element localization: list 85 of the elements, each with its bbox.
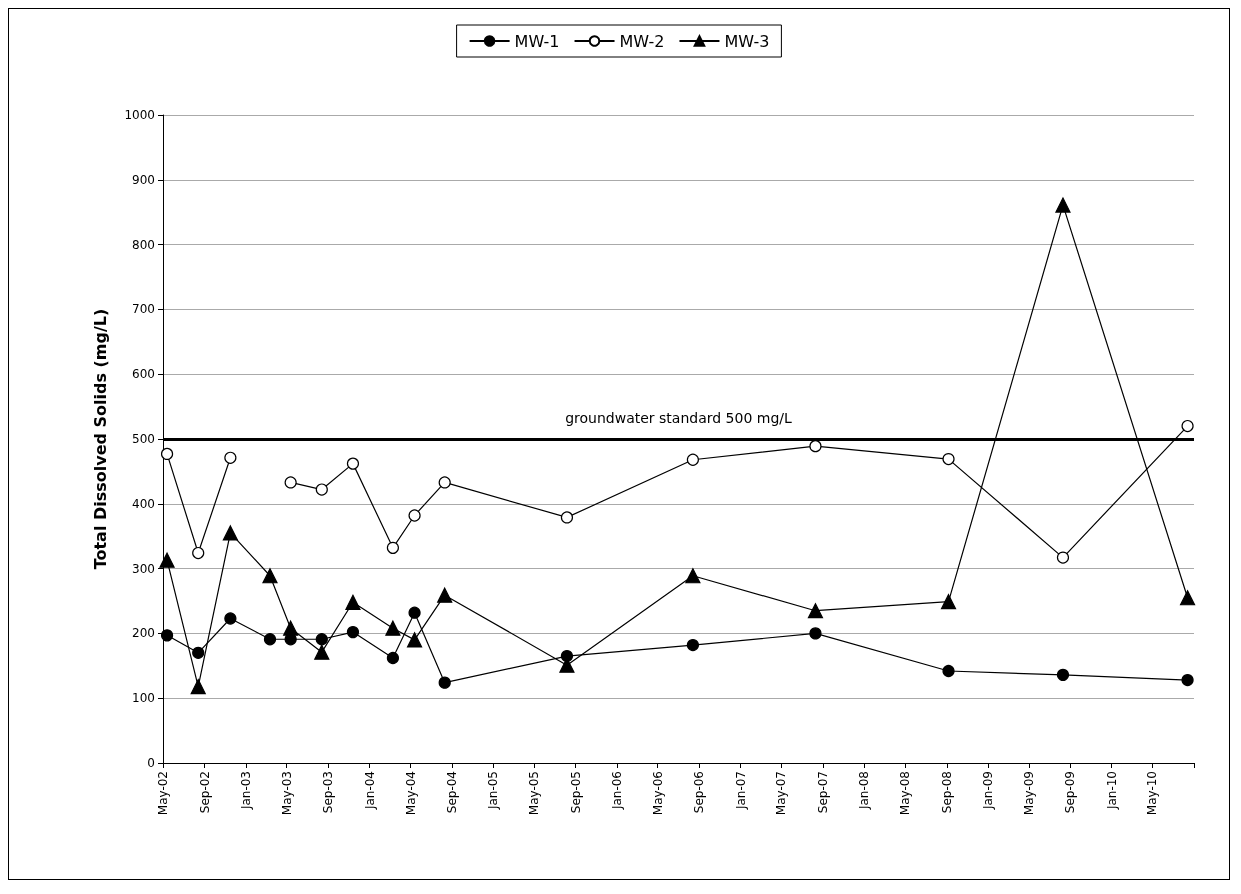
point — [408, 606, 421, 619]
x-tick-label: Sep-02 — [197, 771, 212, 814]
point — [686, 638, 699, 652]
ref-line-label: groundwater standard 500 mg/L — [565, 410, 793, 426]
point — [1056, 668, 1070, 681]
point — [224, 451, 237, 464]
x-tick-label: Jan-10 — [1104, 771, 1119, 811]
y-tick-label: 700 — [132, 302, 155, 317]
point — [1181, 419, 1194, 433]
point — [940, 594, 957, 610]
point — [190, 678, 206, 695]
point — [386, 651, 399, 665]
y-tick-label: 600 — [132, 367, 155, 382]
point — [408, 509, 421, 522]
point — [437, 587, 453, 603]
y-tick-label: 800 — [132, 237, 155, 252]
point — [160, 629, 174, 642]
legend-label: MW-2 — [619, 31, 665, 51]
point — [809, 627, 822, 640]
x-tick-label: May-06 — [650, 771, 665, 816]
point — [192, 646, 205, 659]
point — [406, 632, 423, 648]
point — [284, 476, 297, 489]
point — [809, 440, 822, 453]
x-tick-label: Jan-07 — [733, 771, 748, 811]
legend-label: MW-3 — [724, 31, 770, 51]
y-tick-label: 1000 — [124, 108, 155, 122]
point — [386, 541, 399, 554]
point — [346, 626, 360, 639]
x-tick-label: May-10 — [1145, 771, 1160, 816]
y-tick-label: 200 — [132, 626, 155, 641]
x-tick-label: Jan-04 — [362, 771, 377, 811]
point — [315, 633, 328, 646]
y-tick-label: 300 — [132, 561, 155, 576]
point — [315, 483, 328, 496]
point — [159, 552, 175, 568]
point — [222, 525, 238, 541]
x-tick-label: Sep-09 — [1063, 771, 1078, 814]
x-tick-label: May-04 — [403, 771, 418, 816]
point — [438, 476, 451, 489]
x-tick-label: May-05 — [527, 771, 542, 816]
legend-label: MW-1 — [514, 31, 560, 51]
x-tick-label: Jan-03 — [238, 771, 253, 811]
x-tick-label: Jan-06 — [610, 771, 625, 811]
y-tick-label: 0 — [147, 756, 155, 770]
point — [385, 620, 401, 636]
x-tick-label: Sep-06 — [692, 771, 707, 814]
point — [345, 594, 361, 610]
point — [160, 447, 174, 460]
point — [262, 568, 278, 584]
point — [942, 664, 955, 678]
x-tick-label: May-07 — [774, 771, 789, 816]
x-tick-label: Sep-04 — [445, 771, 460, 814]
point — [560, 511, 574, 524]
point — [1179, 590, 1196, 606]
point — [283, 620, 299, 636]
y-tick-label: 400 — [132, 496, 155, 511]
point — [263, 633, 277, 646]
point — [685, 568, 701, 584]
point — [686, 453, 699, 466]
x-tick-label: Sep-05 — [568, 771, 583, 814]
point — [438, 676, 451, 689]
point — [224, 612, 237, 625]
y-axis-title: Total Dissolved Solids (mg/L) — [90, 308, 110, 570]
point — [1056, 551, 1070, 564]
x-tick-label: Jan-05 — [486, 771, 501, 811]
x-tick-label: May-03 — [279, 771, 294, 816]
y-tick-label: 500 — [132, 432, 155, 446]
point — [1181, 673, 1194, 687]
x-tick-label: Sep-08 — [939, 771, 954, 814]
x-tick-label: May-09 — [1021, 771, 1036, 816]
x-tick-label: Jan-08 — [857, 771, 872, 811]
x-tick-label: May-02 — [156, 771, 170, 816]
x-tick-label: Sep-03 — [321, 771, 336, 814]
point — [346, 457, 360, 470]
x-tick-label: May-08 — [898, 771, 913, 816]
point — [807, 603, 824, 619]
y-tick-label: 100 — [132, 691, 155, 706]
x-tick-label: Sep-07 — [815, 771, 830, 814]
point — [192, 546, 205, 560]
y-tick-label: 900 — [132, 172, 155, 187]
point — [1055, 197, 1071, 213]
point — [942, 452, 955, 466]
x-tick-label: Jan-09 — [981, 771, 996, 811]
point — [314, 644, 330, 660]
